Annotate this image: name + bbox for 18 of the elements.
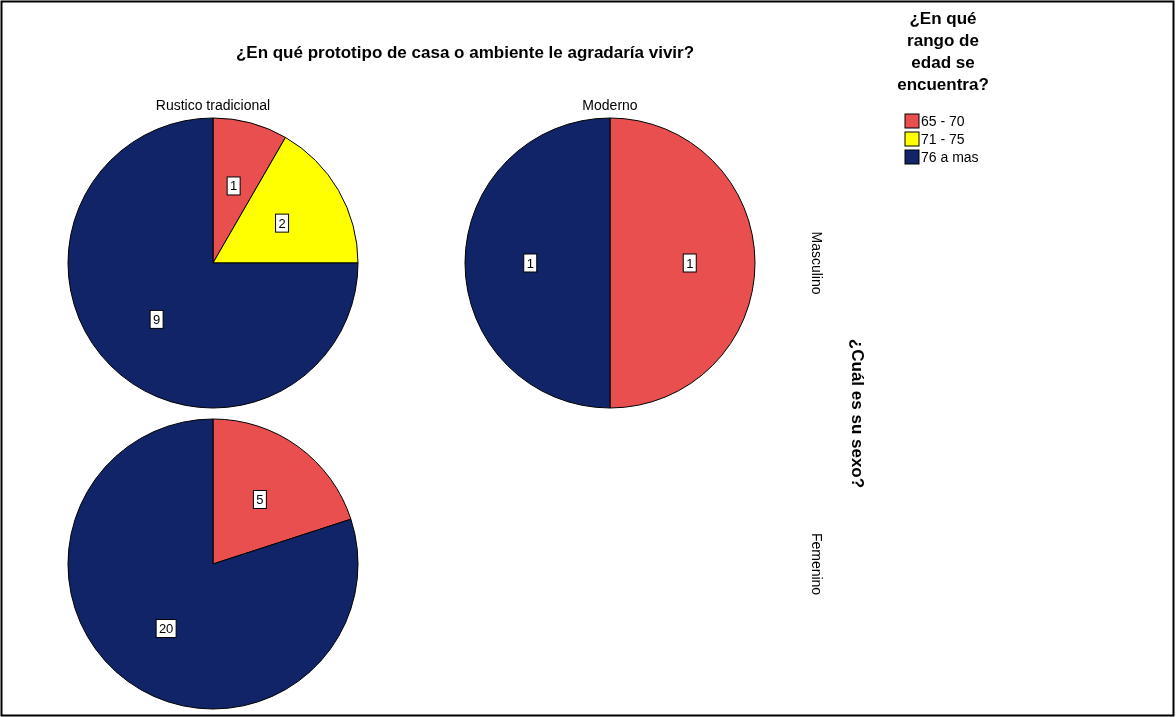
text: Femenino bbox=[809, 532, 825, 596]
legend-label: 76 a mas bbox=[921, 149, 979, 165]
chart-title: ¿En qué prototipo de casa o ambiente le agradaría vivir? bbox=[235, 43, 695, 62]
data-label: 2 bbox=[278, 215, 286, 231]
legend-label: 65 - 70 bbox=[921, 113, 965, 129]
data-label: 1 bbox=[686, 255, 694, 271]
data-label: 1 bbox=[526, 255, 534, 271]
text: Masculino bbox=[809, 231, 825, 295]
data-label: 9 bbox=[152, 311, 161, 327]
data-label: 5 bbox=[256, 491, 264, 507]
data-label: 20 bbox=[158, 621, 174, 637]
legend-label: 71 - 75 bbox=[921, 131, 965, 147]
pie-slice bbox=[67, 117, 359, 409]
chart-subtitle: Moderno bbox=[582, 97, 638, 113]
chart-subtitle: Rustico tradicional bbox=[155, 97, 271, 113]
data-label: 1 bbox=[230, 178, 238, 194]
text: ¿Cuál es su sexo? bbox=[848, 338, 867, 489]
legend-title: ¿En qué rango de edad se encuentra? bbox=[897, 9, 989, 94]
